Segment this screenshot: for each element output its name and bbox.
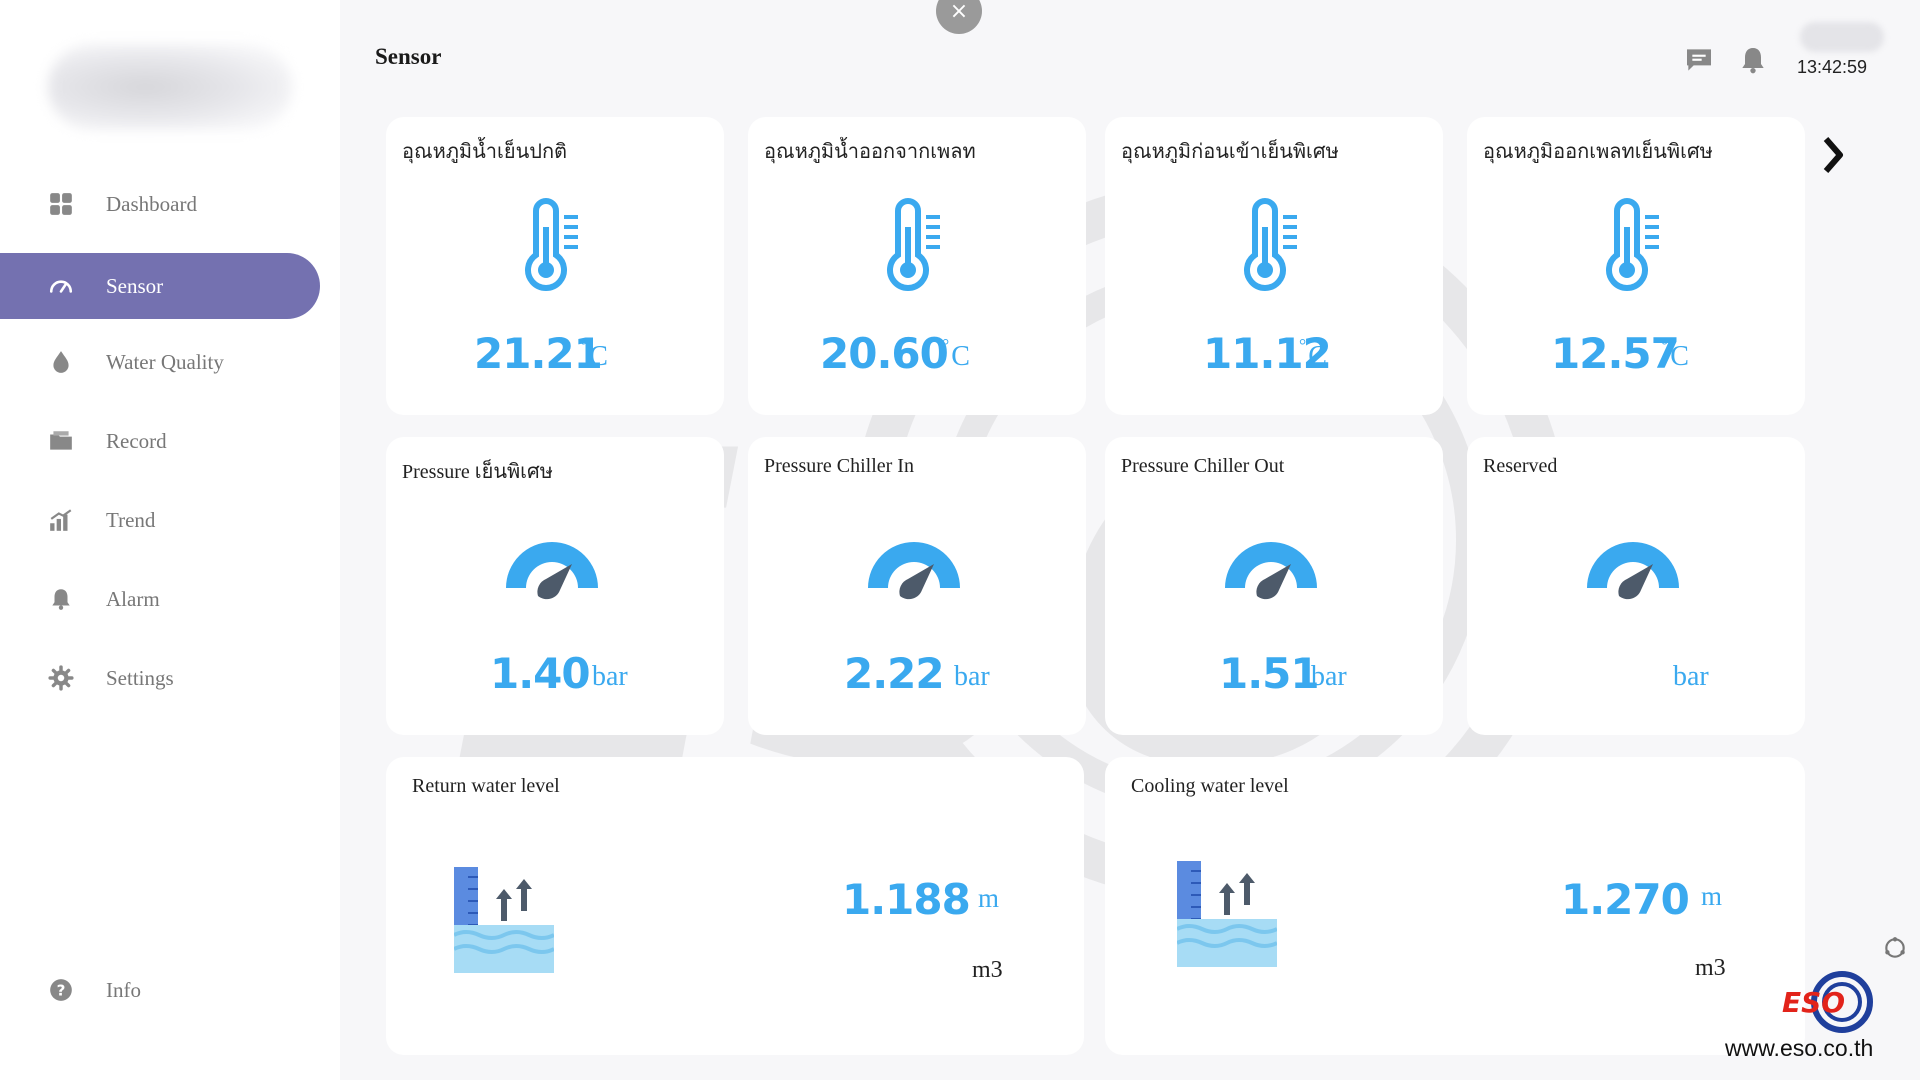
thermometer-icon: [1606, 198, 1659, 291]
water-level-value: 1.270: [1561, 875, 1690, 924]
sidebar-item-info[interactable]: ? Info: [0, 957, 320, 1023]
pressure-value: 1.51: [1219, 649, 1320, 698]
water-drop-icon: [46, 347, 76, 377]
next-arrow-icon[interactable]: [1818, 133, 1848, 177]
water-level-value: 1.188: [842, 875, 971, 924]
water-level-icon: [454, 867, 554, 973]
temperature-value: 11.12: [1203, 329, 1332, 378]
pressure-unit: bar: [954, 661, 990, 692]
temperature-card: อุณหภูมิก่อนเข้าเย็นพิเศษ 11.12 °C: [1105, 117, 1443, 415]
notification-bell-icon[interactable]: [1737, 44, 1769, 76]
volume-unit: m3: [1695, 955, 1726, 981]
pressure-card: Reserved bar: [1467, 437, 1805, 735]
company-logo-blurred: [48, 44, 292, 130]
company-url[interactable]: www.eso.co.th: [1725, 1035, 1874, 1061]
volume-unit: m3: [972, 957, 1003, 983]
sidebar-item-label: Record: [106, 428, 167, 453]
temperature-value: 12.57: [1551, 329, 1680, 378]
temperature-value: 21.21: [474, 329, 603, 378]
card-title: อุณหภูมิก่อนเข้าเย็นพิเศษ: [1121, 141, 1339, 163]
water-level-icon: [1177, 861, 1277, 967]
temperature-unit: °C: [1661, 335, 1689, 372]
pressure-gauge-icon: [506, 542, 598, 600]
bar-chart-icon: [46, 505, 76, 535]
folder-icon: [46, 426, 76, 456]
eso-brand-logo: ESO: [1782, 971, 1873, 1033]
svg-text:?: ?: [57, 981, 66, 999]
pressure-card: Pressure เย็นพิเศษ 1.40 bar: [386, 437, 724, 735]
water-level-card: Cooling water level 1.270 m m3: [1105, 757, 1805, 1055]
clock-time: 13:42:59: [1797, 57, 1868, 77]
bell-icon: [46, 584, 76, 614]
sidebar-item-dashboard[interactable]: Dashboard: [0, 171, 320, 237]
svg-text:ESO: ESO: [1782, 986, 1845, 1019]
page-title: Sensor: [375, 44, 442, 69]
temperature-unit: °C: [1299, 335, 1327, 372]
help-circle-icon: ?: [46, 975, 76, 1005]
card-title: อุณหภูมิน้ำเย็นปกติ: [402, 141, 568, 163]
thermometer-icon: [525, 198, 578, 291]
card-title: Pressure Chiller Out: [1121, 455, 1285, 477]
sidebar-item-label: Info: [106, 977, 141, 1002]
sidebar-item-label: Dashboard: [106, 191, 197, 216]
water-level-unit: m: [1701, 881, 1723, 911]
sidebar-item-settings[interactable]: Settings: [0, 645, 320, 711]
card-title: Return water level: [412, 775, 560, 797]
sidebar: Dashboard Sensor Water Quality Record Tr…: [0, 0, 340, 1080]
water-level-unit: m: [978, 883, 1000, 913]
close-button[interactable]: ×: [936, 0, 982, 34]
gear-icon: [46, 663, 76, 693]
card-title: อุณหภูมิน้ำออกจากเพลท: [764, 141, 976, 163]
pressure-card: Pressure Chiller In 2.22 bar: [748, 437, 1086, 735]
refresh-icon[interactable]: [1882, 935, 1908, 961]
sidebar-item-water-quality[interactable]: Water Quality: [0, 329, 320, 395]
pressure-card: Pressure Chiller Out 1.51 bar: [1105, 437, 1443, 735]
chat-icon[interactable]: [1683, 44, 1715, 76]
sidebar-item-label: Settings: [106, 665, 174, 690]
temperature-card: อุณหภูมิออกเพลทเย็นพิเศษ 12.57 °C: [1467, 117, 1805, 415]
pressure-gauge-icon: [1587, 542, 1679, 600]
temperature-value: 20.60: [820, 329, 949, 378]
gauge-icon: [46, 271, 76, 301]
pressure-gauge-icon: [868, 542, 960, 600]
temperature-unit: °C: [942, 335, 970, 372]
pressure-gauge-icon: [1225, 542, 1317, 600]
sidebar-item-trend[interactable]: Trend: [0, 487, 320, 553]
card-title: Pressure Chiller In: [764, 455, 914, 477]
dashboard-grid-icon: [46, 189, 76, 219]
user-avatar-blurred[interactable]: [1800, 22, 1884, 52]
card-title: อุณหภูมิออกเพลทเย็นพิเศษ: [1483, 141, 1713, 163]
sidebar-item-label: Trend: [106, 507, 156, 532]
sidebar-item-label: Alarm: [106, 586, 160, 611]
water-level-card: Return water level 1.188 m m3: [386, 757, 1084, 1055]
thermometer-icon: [1244, 198, 1297, 291]
sidebar-item-alarm[interactable]: Alarm: [0, 566, 320, 632]
sidebar-item-record[interactable]: Record: [0, 408, 320, 474]
thermometer-icon: [887, 198, 940, 291]
pressure-unit: bar: [1673, 661, 1709, 692]
pressure-value: 1.40: [490, 649, 591, 698]
sidebar-item-label: Water Quality: [106, 349, 224, 374]
card-title: Reserved: [1483, 455, 1558, 477]
pressure-value: 2.22: [844, 649, 945, 698]
temperature-card: อุณหภูมิน้ำเย็นปกติ 21.21 °C: [386, 117, 724, 415]
sidebar-item-sensor[interactable]: Sensor: [0, 253, 320, 319]
pressure-unit: bar: [1311, 661, 1347, 692]
sidebar-item-label: Sensor: [106, 273, 164, 298]
card-title: Cooling water level: [1131, 775, 1289, 797]
card-title: Pressure เย็นพิเศษ: [402, 461, 553, 483]
pressure-unit: bar: [592, 661, 628, 692]
temperature-unit: °C: [580, 335, 608, 372]
temperature-card: อุณหภูมิน้ำออกจากเพลท 20.60 °C: [748, 117, 1086, 415]
